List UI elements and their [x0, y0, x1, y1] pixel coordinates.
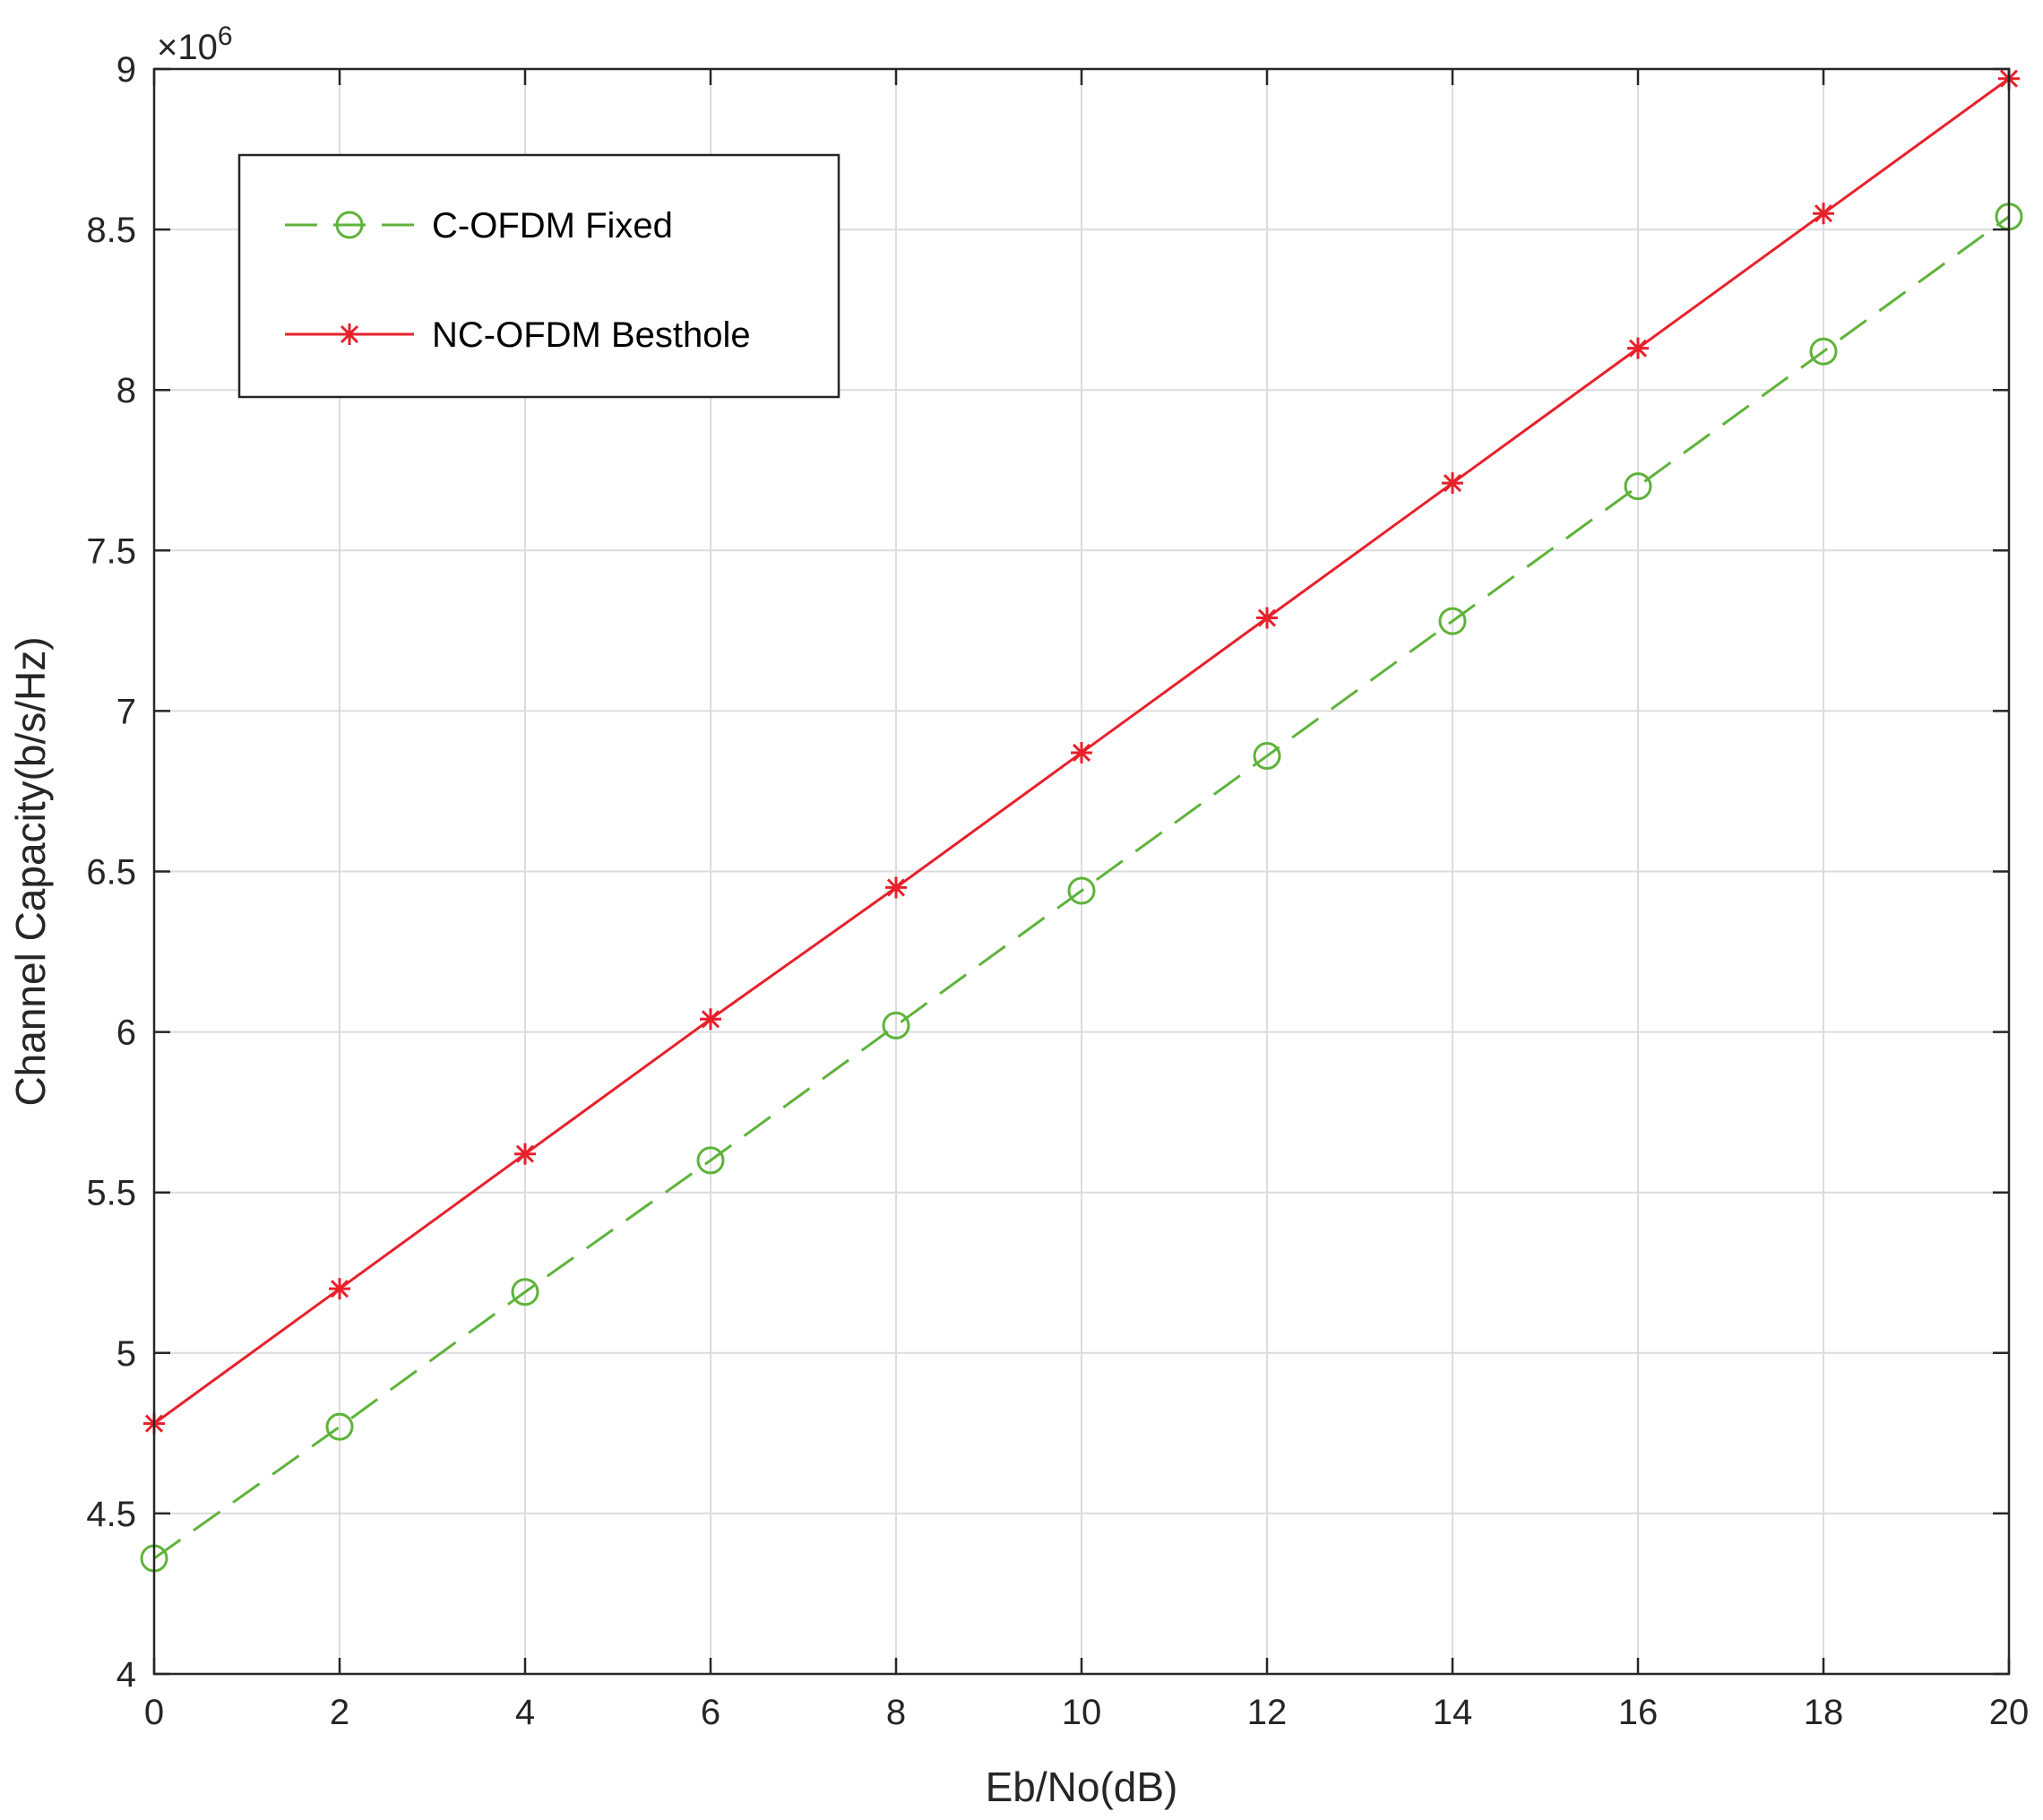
x-tick-label: 4: [515, 1693, 535, 1732]
legend-label-0: C-OFDM Fixed: [432, 206, 673, 246]
series-0-point: [1809, 337, 1838, 366]
series-1-point: [885, 876, 907, 899]
series-1-point: [514, 1143, 536, 1165]
tick-labels: 0 2 4 6 8 10 12 14 16 18 20 4 4.5 5 5.5 6 6.5 7 7.5 8 8.5 9: [86, 50, 2029, 1732]
y-tick-label: 4.5: [86, 1495, 136, 1534]
x-tick-label: 8: [886, 1693, 906, 1732]
y-multiplier-exponent: 6: [218, 22, 233, 51]
y-tick-label: 9: [116, 50, 136, 90]
x-tick-label: 10: [1062, 1693, 1102, 1732]
series-line-0: [153, 215, 2010, 1560]
legend-label-1: NC-OFDM Besthole: [432, 315, 751, 355]
series-1-point: [700, 1008, 721, 1031]
y-tick-label: 8.5: [86, 211, 136, 250]
series-0-point: [696, 1146, 725, 1175]
legend-marker-0: [335, 211, 364, 239]
series-0-point: [882, 1011, 910, 1039]
y-multiplier-base: ×10: [157, 28, 218, 67]
y-tick-label: 6: [116, 1014, 136, 1053]
series-1-point: [1256, 607, 1278, 629]
x-tick-label: 0: [144, 1693, 164, 1732]
series-0-point: [1253, 742, 1281, 771]
y-tick-label: 5: [116, 1334, 136, 1374]
legend: C-OFDM Fixed NC-OFDM Besthole: [237, 153, 840, 399]
series-0-point: [325, 1412, 354, 1441]
series-0-point: [1438, 607, 1467, 635]
legend-box: [237, 153, 840, 399]
ticks: [152, 67, 2011, 1676]
legend-marker-1: [339, 323, 360, 345]
series-1-point: [329, 1278, 350, 1300]
y-axis-label: Channel Capacity(b/s/Hz): [7, 636, 54, 1106]
y-axis-multiplier: ×106: [157, 22, 233, 67]
series-0-point: [511, 1278, 539, 1307]
series-1-point: [1442, 472, 1463, 495]
y-tick-label: 4: [116, 1655, 136, 1695]
x-tick-label: 16: [1618, 1693, 1659, 1732]
x-tick-label: 14: [1433, 1693, 1473, 1732]
x-tick-label: 6: [701, 1693, 720, 1732]
y-tick-label: 7.5: [86, 531, 136, 571]
y-tick-label: 7: [116, 692, 136, 731]
y-tick-label: 5.5: [86, 1174, 136, 1213]
series-0-point: [1624, 472, 1652, 501]
y-tick-label: 8: [116, 371, 136, 410]
series-1-point: [1071, 741, 1092, 763]
x-tick-label: 18: [1804, 1693, 1844, 1732]
series-layer: [140, 67, 2023, 1573]
y-tick-label: 6.5: [86, 853, 136, 893]
series-0-point: [1067, 876, 1096, 905]
series-1-point: [1813, 203, 1834, 225]
x-tick-label: 12: [1247, 1693, 1288, 1732]
series-1-point: [1627, 337, 1649, 359]
x-axis-label: Eb/No(dB): [986, 1764, 1178, 1810]
x-tick-label: 2: [330, 1693, 349, 1732]
x-tick-label: 20: [1989, 1693, 2030, 1732]
